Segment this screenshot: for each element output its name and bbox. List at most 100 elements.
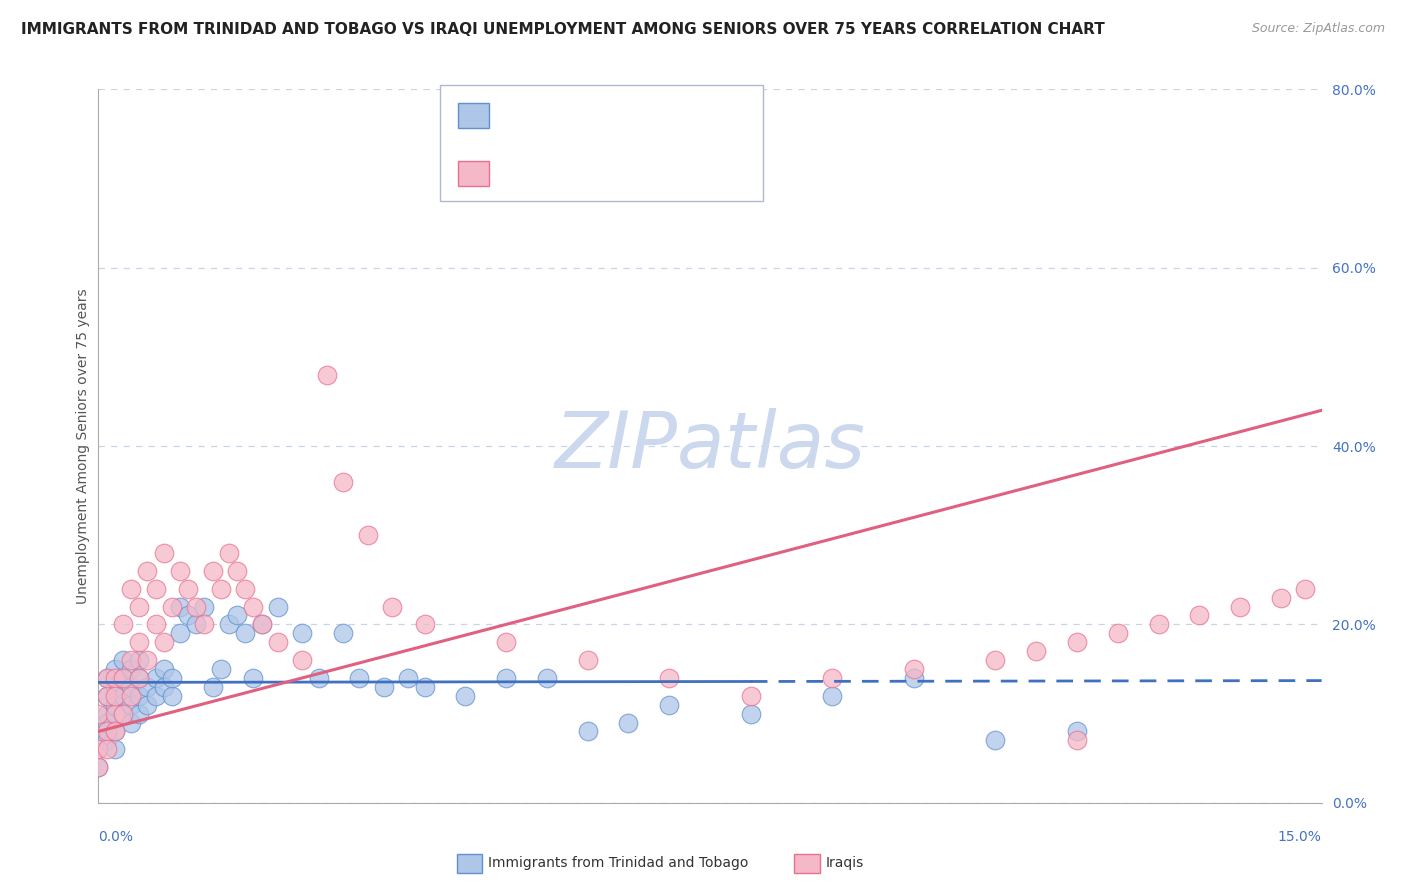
Point [104,671,127,685]
Point [193,617,215,632]
Point [136,564,159,578]
Point [233,626,256,640]
Point [193,599,215,614]
Point [209,662,232,676]
Point [267,635,290,649]
Point [576,724,599,739]
Point [1107,626,1129,640]
Point [169,626,191,640]
Point [120,680,142,694]
Point [536,671,558,685]
Point [111,617,134,632]
Point [104,706,127,721]
Point [120,653,142,667]
Point [332,475,354,489]
Y-axis label: Unemployment Among Seniors over 75 years: Unemployment Among Seniors over 75 years [76,288,90,604]
Point [111,653,134,667]
Point [242,599,264,614]
Text: ZIPatlas: ZIPatlas [554,408,866,484]
Point [291,653,314,667]
Point [104,698,127,712]
Point [104,680,127,694]
Point [120,662,142,676]
Point [821,689,844,703]
Point [381,599,404,614]
Point [186,617,208,632]
Point [160,671,183,685]
Point [576,653,599,667]
Point [87,760,110,774]
Point [226,564,249,578]
Point [349,671,371,685]
Point [373,680,395,694]
Point [87,724,110,739]
Point [111,706,134,721]
Point [201,564,224,578]
Point [617,715,640,730]
Point [96,671,118,685]
Point [454,689,477,703]
Point [1270,591,1292,605]
Point [291,626,314,640]
Point [250,617,273,632]
Text: R = 0.006  N = 64: R = 0.006 N = 64 [501,103,640,119]
Point [250,617,273,632]
Point [177,608,200,623]
Point [128,689,150,703]
Point [177,582,200,596]
Point [87,760,110,774]
Point [87,742,110,756]
Point [740,706,762,721]
Text: 0.0%: 0.0% [98,830,134,844]
Point [128,706,150,721]
Text: Source: ZipAtlas.com: Source: ZipAtlas.com [1251,22,1385,36]
Point [152,680,174,694]
Point [96,733,118,747]
Point [201,680,224,694]
Point [903,662,925,676]
Point [209,582,232,596]
Point [218,617,240,632]
Point [332,626,354,640]
Point [128,653,150,667]
Point [87,706,110,721]
Point [152,662,174,676]
Point [145,671,167,685]
Point [104,742,127,756]
Point [218,546,240,560]
Point [145,689,167,703]
Point [111,671,134,685]
Point [1229,599,1251,614]
Point [233,582,256,596]
Point [308,671,330,685]
Point [120,689,142,703]
Point [984,653,1007,667]
Point [136,698,159,712]
Point [96,689,118,703]
Point [111,671,134,685]
Point [96,706,118,721]
Point [169,564,191,578]
Point [1188,608,1211,623]
Point [1025,644,1047,658]
Point [145,582,167,596]
Point [111,689,134,703]
Point [136,653,159,667]
Point [104,724,127,739]
Point [104,724,127,739]
Point [413,680,436,694]
Point [128,599,150,614]
Point [160,599,183,614]
Point [128,635,150,649]
Point [1066,635,1088,649]
Point [96,742,118,756]
Point [96,724,118,739]
Point [104,689,127,703]
Text: R = 0.295  N = 61: R = 0.295 N = 61 [501,161,640,176]
Point [128,671,150,685]
Point [315,368,337,382]
Point [87,742,110,756]
Point [821,671,844,685]
Point [658,671,681,685]
Point [111,706,134,721]
